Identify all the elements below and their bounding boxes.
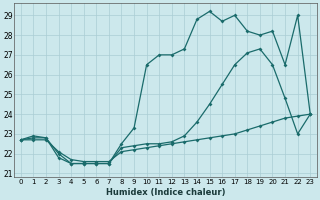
X-axis label: Humidex (Indice chaleur): Humidex (Indice chaleur) (106, 188, 225, 197)
